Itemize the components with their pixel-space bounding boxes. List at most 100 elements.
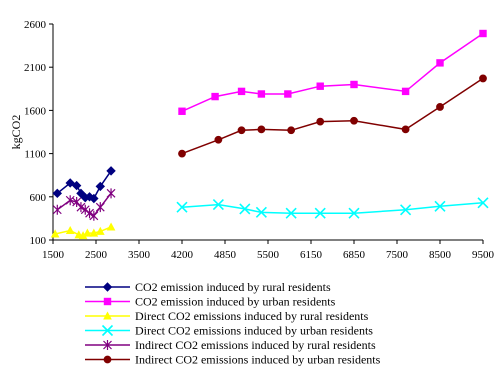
- data-point: [401, 125, 410, 134]
- y-tick-label: 1100: [24, 149, 46, 161]
- x-tick-label: 6150: [300, 249, 323, 261]
- series-5: [52, 188, 116, 221]
- data-point: [237, 126, 246, 135]
- legend-item: Direct CO2 emissions induced by rural re…: [85, 309, 369, 323]
- data-point: [255, 206, 267, 218]
- data-point: [211, 92, 219, 101]
- data-point: [176, 201, 188, 213]
- data-point: [106, 188, 116, 199]
- x-tick-label: 8500: [429, 249, 452, 261]
- data-point: [65, 178, 75, 188]
- data-point: [401, 87, 410, 96]
- series-6: [178, 74, 487, 158]
- x-axis-ticks: 1500 2500 3500 4200 4850 5500 6150 6850 7500 8500…: [42, 240, 495, 261]
- x-tick-label: 4850: [214, 249, 237, 261]
- data-point: [350, 116, 358, 125]
- legend-marker: [103, 311, 112, 320]
- series-line: [181, 32, 484, 112]
- plot-area: [50, 29, 489, 240]
- data-point: [477, 197, 489, 209]
- data-point: [316, 117, 325, 126]
- legend-item: Direct CO2 emissions induced by urban re…: [85, 324, 373, 338]
- data-point: [214, 135, 223, 144]
- data-point: [52, 204, 62, 215]
- data-point: [85, 208, 94, 219]
- data-point: [287, 126, 296, 135]
- x-tick-label: 1500: [42, 249, 65, 261]
- data-point: [316, 82, 324, 90]
- data-point: [350, 80, 358, 89]
- data-point: [257, 125, 266, 134]
- data-point: [106, 222, 116, 231]
- data-point: [106, 166, 116, 176]
- data-point: [52, 188, 63, 199]
- y-tick-label: 2600: [24, 19, 47, 31]
- data-point: [72, 196, 82, 207]
- x-tick-label: 5500: [257, 249, 280, 261]
- data-point: [89, 228, 99, 237]
- legend-marker: [102, 282, 113, 292]
- legend-marker: [101, 324, 114, 337]
- data-point: [436, 59, 444, 67]
- x-tick-label: 9500: [472, 249, 495, 261]
- series-line: [181, 77, 484, 155]
- legend-label: Direct CO2 emissions induced by urban re…: [135, 324, 373, 338]
- axes: 100 600 1100 1600 2100 2600 1500 2500 3500 4200 4…: [24, 19, 495, 261]
- data-point: [178, 149, 186, 158]
- legend-item: Indirect CO2 emissions induced by urban …: [85, 353, 381, 367]
- x-tick-label: 2500: [85, 249, 108, 261]
- data-point: [479, 29, 487, 38]
- data-point: [178, 107, 186, 115]
- data-point: [50, 229, 60, 238]
- data-point: [239, 203, 251, 215]
- legend: CO2 emission induced by rural residentsC…: [85, 280, 381, 367]
- y-tick-label: 2100: [24, 62, 47, 74]
- data-point: [95, 181, 106, 192]
- data-point: [89, 193, 99, 204]
- data-point: [314, 207, 326, 219]
- data-point: [436, 103, 444, 111]
- x-tick-label: 3500: [128, 249, 151, 261]
- data-point: [95, 226, 105, 235]
- data-point: [65, 195, 75, 206]
- series-3: [50, 222, 116, 240]
- data-point: [212, 199, 224, 211]
- data-point: [434, 200, 446, 212]
- legend-label: Direct CO2 emissions induced by rural re…: [135, 309, 369, 323]
- data-point: [400, 204, 412, 216]
- data-point: [83, 228, 92, 237]
- legend-marker: [103, 340, 112, 350]
- y-tick-label: 100: [30, 235, 47, 247]
- y-axis-title: kgCO2: [9, 115, 23, 150]
- data-point: [479, 74, 487, 83]
- data-point: [257, 90, 266, 98]
- data-point: [65, 225, 75, 234]
- data-point: [285, 207, 297, 219]
- legend-item: CO2 emission induced by urban residents: [85, 295, 336, 309]
- series-line: [181, 202, 484, 214]
- legend-label: CO2 emission induced by rural residents: [135, 280, 331, 294]
- data-point: [71, 180, 82, 191]
- legend-item: CO2 emission induced by rural residents: [85, 280, 331, 294]
- x-tick-label: 4200: [171, 249, 194, 261]
- legend-label: CO2 emission induced by urban residents: [135, 295, 336, 309]
- series-2: [178, 29, 487, 115]
- y-tick-label: 1600: [24, 105, 47, 117]
- legend-label: Indirect CO2 emissions induced by rural …: [135, 338, 376, 352]
- legend-marker: [103, 297, 112, 306]
- data-point: [284, 90, 292, 98]
- data-point: [95, 202, 105, 213]
- x-tick-label: 7500: [386, 249, 409, 261]
- series-4: [176, 197, 489, 219]
- x-tick-label: 6850: [343, 249, 366, 261]
- series-1: [52, 166, 116, 204]
- y-tick-label: 600: [30, 192, 47, 204]
- data-point: [76, 202, 86, 213]
- legend-label: Indirect CO2 emissions induced by urban …: [135, 353, 381, 367]
- data-point: [237, 87, 246, 96]
- legend-marker: [103, 355, 112, 364]
- y-axis-ticks: 100 600 1100 1600 2100 2600: [24, 19, 53, 247]
- legend-item: Indirect CO2 emissions induced by rural …: [85, 338, 376, 352]
- data-point: [89, 210, 99, 221]
